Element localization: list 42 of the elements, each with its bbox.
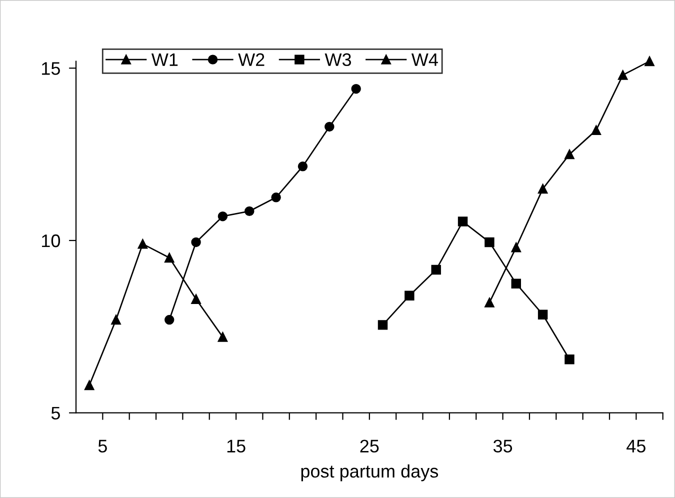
- point: [511, 242, 521, 252]
- point: [244, 206, 254, 216]
- x-tick-label: 35: [493, 440, 512, 452]
- y-tick-label: 5: [51, 406, 60, 420]
- legend-label: W2: [238, 53, 264, 66]
- x-tick-label: 15: [227, 440, 246, 452]
- point: [111, 314, 121, 325]
- point: [138, 239, 148, 249]
- point: [324, 122, 334, 132]
- point: [484, 237, 494, 248]
- point: [618, 70, 628, 80]
- point: [404, 290, 414, 301]
- point: [191, 294, 201, 304]
- point: [538, 184, 548, 194]
- y-tick-label: 15: [42, 62, 60, 75]
- point: [298, 162, 308, 172]
- point: [164, 252, 174, 263]
- point: [484, 298, 494, 308]
- point: [218, 332, 228, 342]
- point: [191, 237, 201, 248]
- point: [164, 314, 174, 325]
- x-tick-label: 5: [98, 440, 107, 452]
- y-tick-label: 10: [42, 234, 60, 248]
- point: [591, 125, 602, 136]
- point: [538, 310, 548, 320]
- x-tick-label: 25: [360, 440, 379, 452]
- point: [271, 192, 281, 202]
- point: [431, 264, 441, 275]
- point: [564, 149, 574, 160]
- point: [644, 56, 654, 66]
- point: [378, 320, 388, 330]
- point: [458, 216, 468, 226]
- x-axis-title: post partum days: [301, 464, 438, 482]
- legend-label: W1: [151, 53, 178, 66]
- point: [511, 278, 521, 288]
- point: [84, 380, 94, 390]
- point: [351, 84, 361, 94]
- x-tick-label: 45: [626, 440, 646, 452]
- point: [218, 212, 228, 222]
- legend-label: W4: [411, 53, 438, 66]
- legend-label: W3: [324, 53, 352, 66]
- point: [564, 354, 574, 364]
